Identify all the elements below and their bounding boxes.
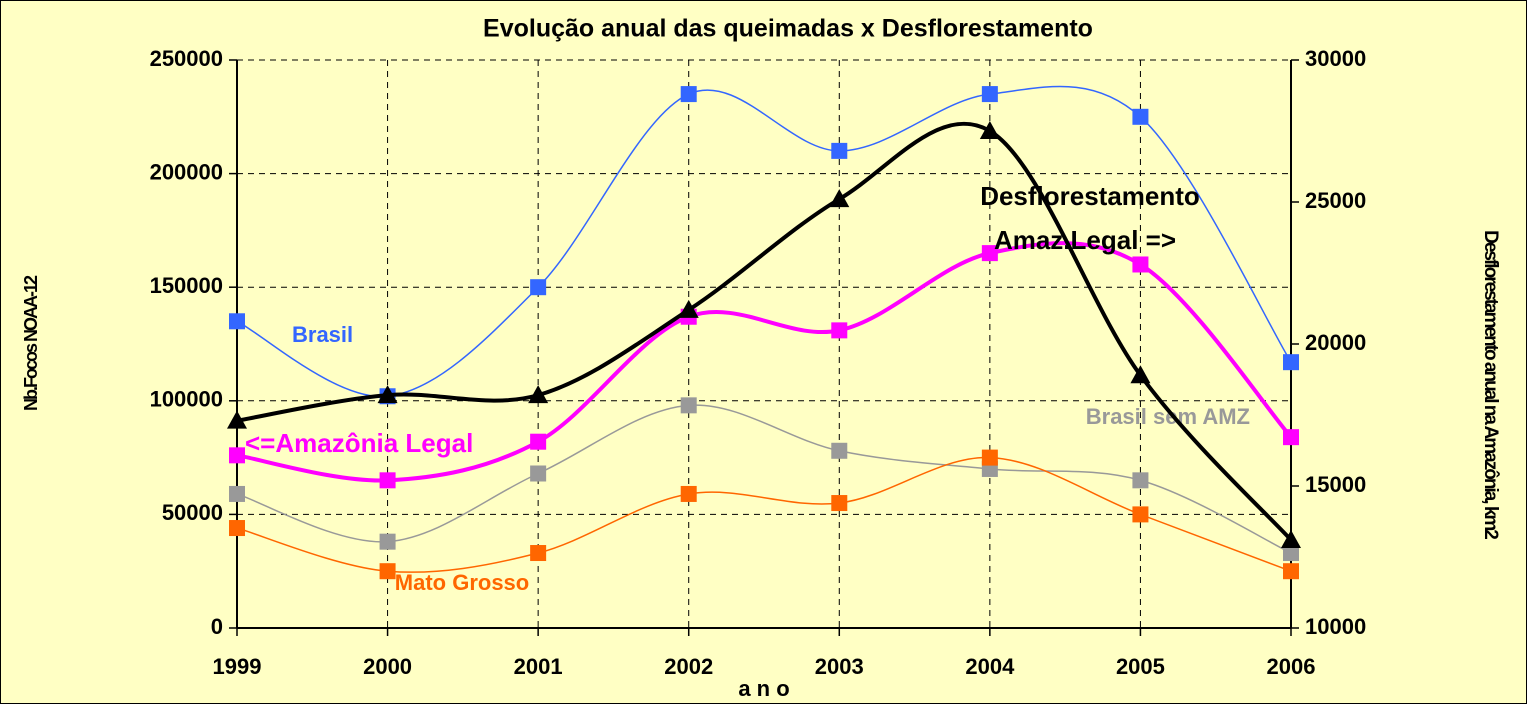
x-tick-label: 2003: [815, 654, 864, 679]
series-line: [236, 404, 1292, 554]
y2-tick-label: 30000: [1305, 46, 1366, 71]
marker: [530, 545, 547, 562]
marker: [831, 142, 848, 159]
marker: [528, 385, 549, 404]
x-tick-label: 2004: [965, 654, 1015, 679]
x-tick-label: 2000: [363, 654, 412, 679]
series-line: [236, 456, 1292, 573]
y-tick-label: 50000: [162, 500, 223, 525]
marker: [227, 410, 247, 429]
marker: [1132, 256, 1149, 273]
y2-tick-label: 20000: [1305, 330, 1366, 355]
series-label: Mato Grosso: [395, 570, 529, 595]
marker: [831, 442, 848, 459]
annotation: Amaz.Legal =>: [994, 225, 1176, 255]
marker: [229, 520, 245, 537]
marker: [530, 279, 547, 296]
marker: [831, 495, 848, 512]
marker: [229, 447, 245, 464]
marker: [530, 465, 547, 482]
marker: [379, 563, 396, 580]
y-axis-label: Nb.Focos NOAA-12: [21, 275, 41, 411]
marker: [1132, 472, 1149, 489]
marker: [377, 385, 398, 404]
x-tick-label: 2005: [1116, 654, 1165, 679]
marker: [981, 245, 998, 262]
y-tick-label: 200000: [150, 159, 223, 184]
series-label: <=Amazônia Legal: [245, 428, 473, 458]
y2-tick-label: 15000: [1305, 472, 1366, 497]
marker: [1130, 365, 1151, 384]
marker: [981, 449, 998, 466]
marker: [981, 86, 998, 103]
marker: [1283, 429, 1299, 446]
marker: [379, 472, 396, 489]
x-tick-label: 2001: [514, 654, 563, 679]
x-tick-label: 1999: [213, 654, 262, 679]
y-tick-label: 100000: [150, 387, 223, 412]
series-line: [236, 121, 1293, 542]
marker: [229, 485, 245, 502]
marker: [379, 533, 396, 550]
marker: [1132, 506, 1149, 523]
marker: [229, 313, 245, 330]
x-axis-label: a n o: [738, 676, 789, 701]
series-label: Desflorestamento: [980, 181, 1200, 211]
marker: [829, 189, 850, 208]
marker: [1283, 563, 1299, 580]
y-tick-label: 0: [211, 614, 223, 639]
marker: [831, 322, 848, 339]
marker: [1283, 545, 1299, 562]
marker: [680, 397, 697, 414]
y-tick-label: 150000: [150, 273, 223, 298]
series-label: Brasil: [292, 322, 353, 347]
y-tick-label: 250000: [150, 46, 223, 71]
y2-tick-label: 25000: [1305, 188, 1366, 213]
marker: [530, 433, 547, 450]
x-tick-label: 2006: [1267, 654, 1316, 679]
marker: [1132, 108, 1149, 125]
marker: [1281, 529, 1301, 548]
x-tick-label: 2002: [664, 654, 713, 679]
marker: [678, 299, 699, 318]
marker: [680, 485, 697, 502]
marker: [1283, 354, 1299, 371]
y2-axis-label: Desflorestamento anual na Amazônia, km2: [1480, 230, 1501, 539]
y2-tick-label: 10000: [1305, 614, 1366, 639]
marker: [680, 86, 697, 103]
marker: [979, 121, 1000, 139]
chart-title: Evolução anual das queimadas x Desflores…: [483, 15, 1093, 43]
